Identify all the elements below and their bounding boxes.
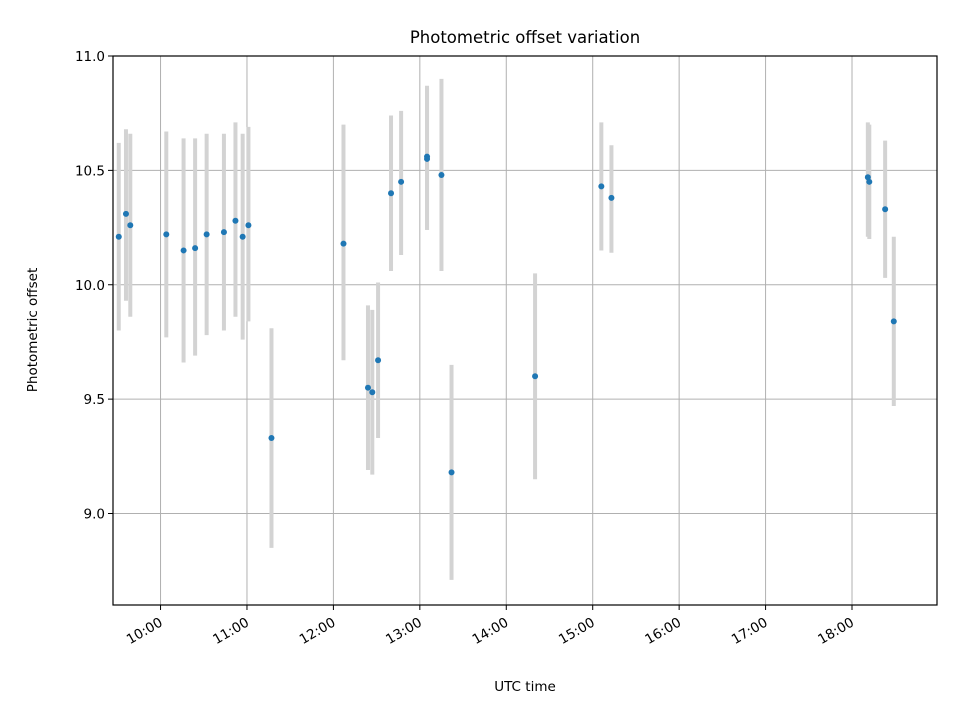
data-point: [122, 210, 129, 217]
data-point: [232, 217, 239, 224]
data-point: [598, 183, 605, 190]
x-tick-label: 13:00: [383, 615, 425, 648]
data-point: [882, 206, 889, 213]
x-tick-label: 16:00: [642, 615, 684, 648]
plot-frame: [112, 55, 938, 606]
y-tick-label: 9.5: [84, 392, 105, 408]
data-points: [115, 153, 897, 476]
x-tick-label: 15:00: [556, 615, 598, 648]
data-point: [268, 435, 275, 442]
data-point: [866, 178, 873, 185]
data-point: [388, 190, 395, 197]
x-tick-label: 18:00: [815, 615, 857, 648]
y-ticks: 9.0 9.5 10.0 10.5 11.0: [75, 49, 113, 523]
x-ticks: 10:00 11:00 12:00 13:00 14:00 15:00 16:00 17:00…: [124, 605, 857, 648]
data-point: [864, 174, 871, 181]
data-point: [398, 178, 405, 185]
y-tick-label: 10.0: [75, 278, 105, 294]
chart-title: Photometric offset variation: [410, 28, 640, 47]
y-tick-label: 11.0: [75, 49, 105, 65]
data-point: [438, 171, 445, 178]
y-tick-label: 9.0: [84, 507, 105, 523]
data-point: [127, 222, 134, 229]
data-point: [890, 318, 897, 325]
data-point: [369, 389, 376, 396]
data-point: [608, 194, 615, 201]
data-point: [245, 222, 252, 229]
data-point: [163, 231, 170, 238]
data-point: [239, 233, 246, 240]
data-point: [375, 357, 382, 364]
data-point: [448, 469, 455, 476]
x-tick-label: 12:00: [297, 615, 339, 648]
x-tick-label: 10:00: [124, 615, 166, 648]
x-tick-label: 11:00: [210, 615, 252, 648]
y-axis-label: Photometric offset: [25, 268, 41, 392]
x-tick-label: 14:00: [470, 615, 512, 648]
x-tick-label: 17:00: [729, 615, 771, 648]
y-tick-label: 10.5: [75, 163, 105, 179]
data-point: [180, 247, 187, 254]
data-point: [424, 155, 431, 162]
x-axis-label: UTC time: [494, 679, 556, 695]
data-point: [532, 373, 539, 380]
data-point: [220, 229, 227, 236]
data-point: [340, 240, 347, 247]
data-point: [115, 233, 122, 240]
x-gridlines: [160, 56, 853, 605]
data-point: [203, 231, 210, 238]
data-point: [192, 245, 199, 252]
data-point: [364, 384, 371, 391]
